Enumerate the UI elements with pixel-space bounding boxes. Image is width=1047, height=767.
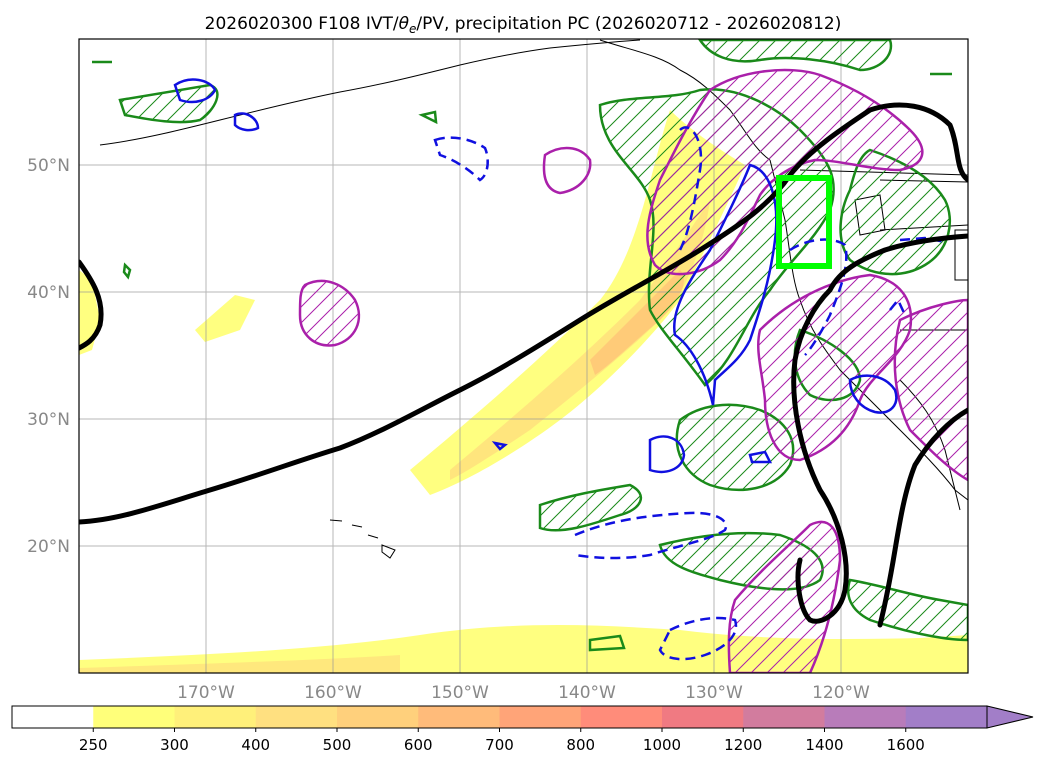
- lat-label: 20°N: [27, 537, 70, 557]
- colorbar-tick-label: 1200: [724, 736, 762, 754]
- colorbar-segment: [662, 706, 744, 728]
- colorbar-segment: [174, 706, 257, 728]
- colorbar-segment: [418, 706, 500, 728]
- lat-label: 30°N: [27, 410, 70, 430]
- colorbar-segment: [255, 706, 338, 728]
- theta-e-contours: [79, 102, 968, 628]
- colorbar-segment: [743, 706, 825, 728]
- colorbar-segment: [12, 706, 94, 728]
- colorbar-tick-label: 800: [566, 736, 595, 754]
- colorbar-extension: [986, 705, 1034, 729]
- colorbar-segment: [337, 706, 419, 728]
- colorbar-tick-label: 600: [404, 736, 433, 754]
- colorbar-segment: [580, 706, 663, 728]
- colorbar-tick-label: 1600: [887, 736, 925, 754]
- colorbar-tick-label: 500: [323, 736, 352, 754]
- region-box: [776, 175, 832, 269]
- lat-label: 50°N: [27, 156, 70, 176]
- colorbar-tick-label: 1000: [643, 736, 681, 754]
- lon-label: 160°W: [304, 683, 362, 703]
- colorbar: 250 300 400 500 600 700 800 1000 1200 1400 1600: [11, 705, 1034, 754]
- colorbar-tick-label: 300: [160, 736, 189, 754]
- lat-label: 40°N: [27, 283, 70, 303]
- lon-label: 150°W: [431, 683, 489, 703]
- colorbar-segment: [905, 706, 988, 728]
- colorbar-tick-label: 250: [79, 736, 108, 754]
- colorbar-tick-label: 400: [241, 736, 270, 754]
- colorbar-tick-label: 1400: [805, 736, 843, 754]
- lon-label: 130°W: [685, 683, 743, 703]
- lon-label: 170°W: [177, 683, 235, 703]
- colorbar-segment: [824, 706, 907, 728]
- lon-label: 120°W: [812, 683, 870, 703]
- colorbar-segment: [93, 706, 175, 728]
- latitude-labels: 50°N 40°N 30°N 20°N: [27, 156, 70, 557]
- colorbar-tick-label: 700: [485, 736, 514, 754]
- figure-title: 2026020300 F108 IVT/θe/PV, precipitation…: [205, 14, 842, 36]
- colorbar-segment: [499, 706, 582, 728]
- blue-contours: [173, 78, 946, 661]
- map-area: [79, 39, 968, 673]
- map-border: [78, 38, 969, 674]
- longitude-labels: 170°W 160°W 150°W 140°W 130°W 120°W: [177, 683, 870, 703]
- lon-label: 140°W: [558, 683, 616, 703]
